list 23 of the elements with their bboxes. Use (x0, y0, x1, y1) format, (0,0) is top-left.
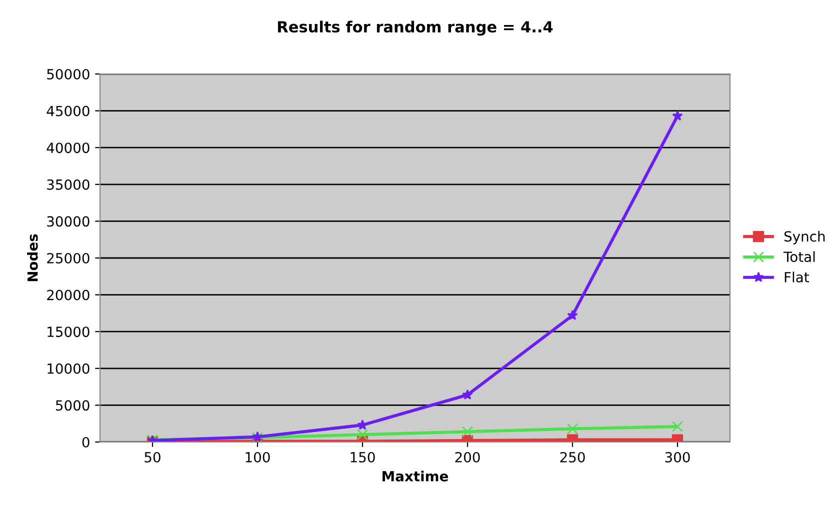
x-tick-label: 50 (144, 452, 160, 462)
chart-title: Results for random range = 4..4 (278, 20, 553, 36)
legend-label: Flat (784, 272, 809, 282)
y-tick-label: 0 (82, 436, 90, 448)
y-tick-label: 45000 (46, 106, 90, 116)
y-axis-title: Nodes (27, 234, 38, 282)
x-tick-label: 100 (246, 452, 270, 462)
y-tick-label: 50000 (47, 68, 90, 80)
x-tick-label: 250 (560, 452, 585, 462)
y-tick-label: 25000 (47, 252, 90, 264)
y-tick-label: 40000 (46, 142, 90, 154)
x-tick-label: 150 (350, 452, 375, 462)
x-tick-label: 200 (455, 452, 480, 462)
x-tick-label: 300 (665, 452, 690, 462)
legend-label: Synch (784, 230, 825, 244)
x-axis-title: Maxtime (382, 470, 448, 482)
y-tick-label: 5000 (56, 400, 90, 411)
y-tick-label: 10000 (48, 363, 90, 374)
y-tick-label: 30000 (47, 216, 90, 227)
y-tick-label: 15000 (48, 326, 90, 338)
legend-label: Total (783, 251, 815, 262)
y-tick-label: 20000 (47, 290, 90, 300)
y-tick-label: 35000 (47, 179, 90, 190)
